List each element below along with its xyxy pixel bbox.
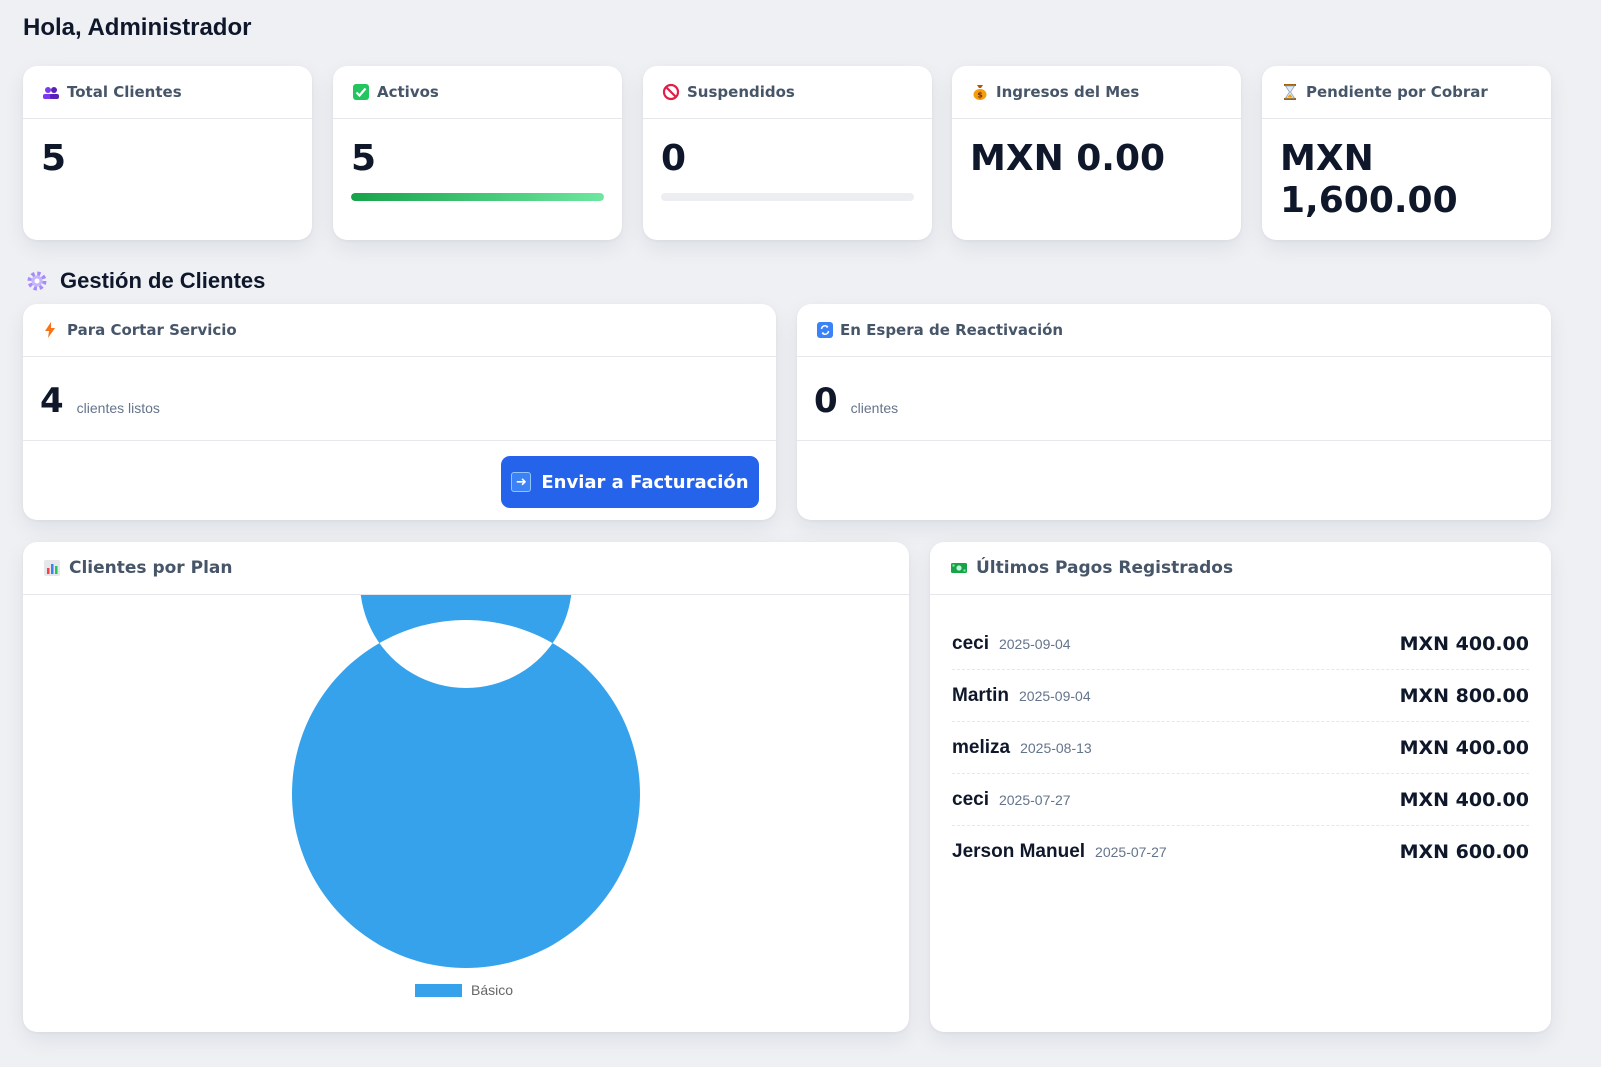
legend-label: Básico (471, 982, 514, 998)
progress-bar (661, 193, 914, 201)
card-title: Clientes por Plan (69, 558, 233, 578)
stat-card-header: Total Clientes (23, 66, 312, 119)
money-bag-icon: $ (971, 83, 989, 101)
count-value: 4 (40, 381, 64, 421)
payment-row: Martin 2025-09-04 MXN 800.00 (952, 670, 1529, 722)
stat-card-header: Suspendidos (643, 66, 932, 119)
stat-card-activos: Activos 5 (333, 66, 622, 240)
payment-name: meliza (952, 736, 1011, 758)
payment-date: 2025-08-13 (1020, 739, 1092, 756)
payment-date: 2025-07-27 (998, 791, 1071, 808)
payment-amount: MXN 400.00 (1399, 632, 1529, 655)
stat-value: MXN 1,600.00 (1280, 138, 1458, 221)
stat-value: 5 (41, 138, 67, 179)
stat-value: 0 (661, 138, 687, 179)
card-header: En Espera de Reactivación (797, 304, 1551, 357)
payment-amount: MXN 400.00 (1399, 736, 1529, 759)
section-title-label: Gestión de Clientes (60, 268, 266, 293)
plan-donut-chart (291, 595, 640, 968)
payment-row: meliza 2025-08-13 MXN 400.00 (952, 722, 1529, 774)
stat-card-ingresos: $ Ingresos del Mes MXN 0.00 (952, 66, 1241, 240)
payment-date: 2025-09-04 (998, 635, 1071, 652)
clientes-por-plan-card: Clientes por Plan Básico (23, 542, 909, 1032)
payment-row: ceci 2025-07-27 MXN 400.00 (952, 774, 1529, 826)
card-body: 4 clientes listos (23, 357, 776, 441)
donut-slice[interactable] (291, 595, 640, 968)
chart-legend[interactable]: Básico (415, 982, 513, 998)
payment-date: 2025-09-04 (1019, 687, 1091, 704)
card-header: Clientes por Plan (23, 542, 909, 595)
stat-label: Ingresos del Mes (996, 83, 1140, 101)
hourglass-icon (1281, 83, 1299, 101)
cortar-servicio-card: Para Cortar Servicio 4 clientes listos ➜… (23, 304, 776, 520)
card-title: Para Cortar Servicio (67, 321, 237, 339)
legend-swatch (415, 983, 462, 997)
lightning-icon (43, 321, 57, 339)
payment-date: 2025-07-27 (1095, 844, 1167, 860)
card-header: Para Cortar Servicio (23, 304, 776, 357)
button-label: Enviar a Facturación (541, 471, 749, 493)
ultimos-pagos-card: Últimos Pagos Registrados ceci 2025-09-0… (930, 542, 1551, 1032)
refresh-icon (817, 322, 833, 338)
espera-reactivacion-card: En Espera de Reactivación 0 clientes (797, 304, 1551, 520)
payment-name: Jerson Manuel (952, 841, 1086, 862)
svg-text:$: $ (977, 91, 983, 100)
section-title: Gestión de Clientes (26, 268, 265, 294)
stat-card-pendiente: Pendiente por Cobrar MXN 1,600.00 (1262, 66, 1551, 240)
stat-value: 5 (351, 138, 377, 179)
payment-name: ceci (952, 632, 989, 654)
stat-value: MXN 0.00 (970, 138, 1166, 179)
people-icon (42, 83, 60, 101)
stat-label: Total Clientes (67, 83, 182, 101)
card-header: Últimos Pagos Registrados (930, 542, 1551, 595)
prohibited-icon (662, 83, 680, 101)
stat-card-header: Pendiente por Cobrar (1262, 66, 1551, 119)
count-suffix: clientes (850, 400, 899, 416)
payment-amount: MXN 600.00 (1399, 841, 1529, 863)
arrow-right-icon: ➜ (511, 472, 532, 492)
payment-row: ceci 2025-09-04 MXN 400.00 (952, 618, 1529, 670)
check-icon (352, 83, 370, 101)
progress-fill (351, 193, 604, 201)
enviar-facturacion-button[interactable]: ➜ Enviar a Facturación (501, 456, 759, 508)
stat-label: Suspendidos (687, 83, 795, 101)
payments-list: ceci 2025-09-04 MXN 400.00 Martin 2025-0… (952, 618, 1529, 878)
payment-name: Martin (952, 684, 1009, 706)
stat-label: Activos (377, 83, 439, 101)
payment-row: Jerson Manuel 2025-07-27 MXN 600.00 (952, 826, 1529, 878)
stat-card-total-clientes: Total Clientes 5 (23, 66, 312, 240)
progress-bar (351, 193, 604, 201)
stat-label: Pendiente por Cobrar (1306, 83, 1488, 101)
count-suffix: clientes listos (76, 400, 160, 416)
count-value: 0 (814, 381, 838, 421)
payment-name: ceci (952, 788, 989, 810)
card-title: Últimos Pagos Registrados (976, 558, 1234, 578)
stat-card-header: $ Ingresos del Mes (952, 66, 1241, 119)
bar-chart-icon (43, 559, 61, 577)
banknote-icon (950, 559, 968, 577)
card-title: En Espera de Reactivación (840, 321, 1064, 339)
stat-card-header: Activos (333, 66, 622, 119)
payment-amount: MXN 800.00 (1399, 684, 1529, 707)
stat-card-suspendidos: Suspendidos 0 (643, 66, 932, 240)
gear-icon (26, 270, 48, 292)
page-title: Hola, Administrador (23, 14, 252, 41)
card-body: 0 clientes (797, 357, 1551, 441)
payment-amount: MXN 400.00 (1399, 788, 1529, 811)
